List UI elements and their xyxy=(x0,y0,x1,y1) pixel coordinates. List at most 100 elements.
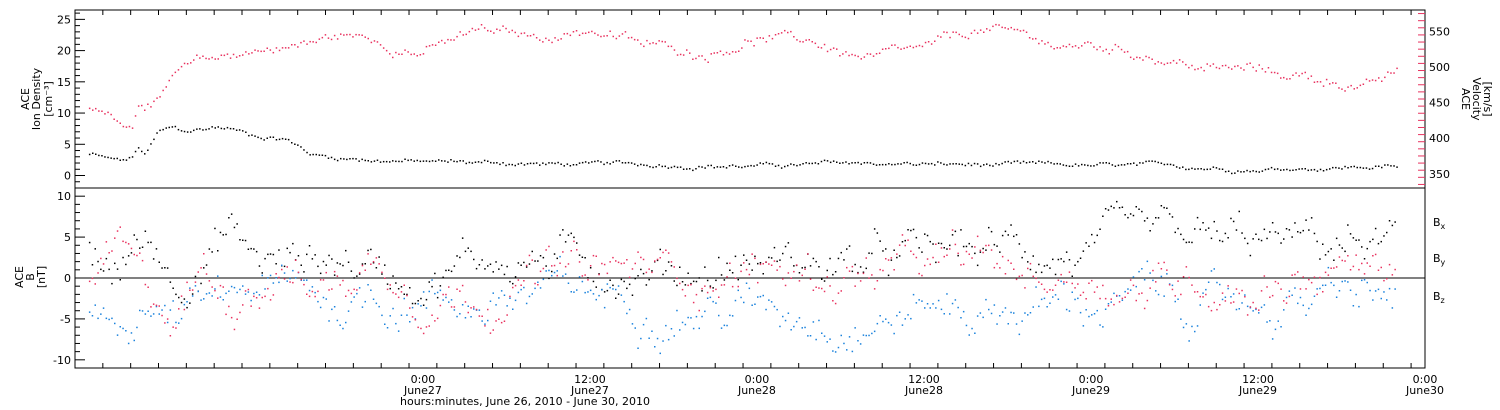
by-point xyxy=(411,306,414,309)
velocity-point xyxy=(447,38,449,41)
density-point xyxy=(952,163,954,165)
velocity-point xyxy=(1007,28,1009,30)
bz-point xyxy=(676,277,678,280)
density-point xyxy=(294,143,296,145)
bx-point xyxy=(762,273,764,275)
density-point xyxy=(1396,166,1398,168)
by-point xyxy=(523,286,525,289)
density-point xyxy=(1129,163,1132,165)
by-point xyxy=(628,308,631,311)
bz-point xyxy=(1241,289,1243,292)
bx-point xyxy=(358,273,361,275)
density-point xyxy=(196,128,198,130)
by-point xyxy=(1391,307,1394,309)
bz-point xyxy=(520,284,522,286)
by-point xyxy=(100,313,102,315)
velocity-point xyxy=(1329,83,1331,85)
bx-point xyxy=(982,247,984,250)
bx-point xyxy=(809,265,812,267)
bz-point xyxy=(564,265,567,268)
bx-point xyxy=(130,252,133,254)
bz-point xyxy=(759,263,762,266)
bx-point xyxy=(979,251,982,253)
density-point xyxy=(1133,162,1135,164)
bx-point xyxy=(178,296,180,299)
velocity-point xyxy=(229,57,232,59)
velocity-point xyxy=(937,35,939,37)
velocity-point xyxy=(419,54,422,56)
bz-point xyxy=(879,268,881,271)
density-point xyxy=(1182,166,1184,168)
density-point xyxy=(1292,169,1294,171)
density-point xyxy=(584,161,587,163)
density-point xyxy=(1237,170,1239,172)
density-point xyxy=(1163,163,1166,166)
bz-point xyxy=(798,280,801,282)
velocity-point xyxy=(1093,46,1095,48)
by-point xyxy=(119,326,121,328)
bx-legend-label: Bx xyxy=(1433,216,1446,231)
bx-point xyxy=(308,245,311,247)
bx-point xyxy=(1274,231,1277,233)
bx-point xyxy=(885,248,887,250)
density-point xyxy=(1329,168,1331,170)
bx-point xyxy=(1182,238,1185,241)
density-point xyxy=(854,162,856,164)
bz-point xyxy=(1333,267,1335,269)
by-point xyxy=(1132,276,1135,278)
bx-point xyxy=(1046,264,1048,267)
bx-point xyxy=(1205,229,1207,231)
velocity-point xyxy=(373,40,376,42)
bx-point xyxy=(818,266,820,268)
bx-point xyxy=(1107,209,1110,211)
bx-point xyxy=(364,263,366,265)
velocity-point xyxy=(526,35,529,37)
by-point xyxy=(308,289,311,292)
by-point xyxy=(1235,308,1238,311)
bz-point xyxy=(612,256,614,259)
density-axis-title-line-2: Ion Density xyxy=(30,67,43,130)
velocity-tick-label: 450 xyxy=(1429,97,1450,110)
density-point xyxy=(796,164,798,167)
by-point xyxy=(843,342,845,345)
density-point xyxy=(1286,168,1288,171)
by-point xyxy=(840,334,842,337)
density-point xyxy=(220,127,223,130)
bx-point xyxy=(837,257,840,260)
by-point xyxy=(116,334,119,336)
velocity-point xyxy=(808,39,810,41)
by-point xyxy=(809,335,812,337)
velocity-point xyxy=(1316,81,1319,83)
velocity-point xyxy=(312,41,314,43)
bz-point xyxy=(289,281,291,283)
bx-point xyxy=(1013,235,1015,238)
by-point xyxy=(1157,293,1160,296)
density-point xyxy=(888,163,890,165)
velocity-point xyxy=(180,65,183,68)
by-point xyxy=(598,294,600,297)
velocity-point xyxy=(1160,62,1163,64)
density-point xyxy=(676,166,679,169)
by-point xyxy=(406,314,408,316)
bx-point xyxy=(1355,239,1357,241)
by-point xyxy=(294,277,297,279)
bx-point xyxy=(1263,228,1266,231)
bx-point xyxy=(620,278,623,281)
by-point xyxy=(1221,298,1224,301)
density-point xyxy=(376,159,379,161)
by-point xyxy=(542,278,545,281)
bx-point xyxy=(169,281,172,283)
by-point xyxy=(865,334,867,337)
by-point xyxy=(144,313,147,315)
by-point xyxy=(200,299,202,301)
by-point xyxy=(879,315,881,317)
velocity-point xyxy=(1289,78,1291,80)
bx-point xyxy=(1174,231,1176,234)
bz-point xyxy=(222,286,224,288)
by-point xyxy=(559,255,561,258)
bx-point xyxy=(1099,228,1101,230)
by-point xyxy=(478,309,481,311)
density-point xyxy=(505,164,507,167)
by-point xyxy=(244,293,247,295)
bx-point xyxy=(971,245,973,248)
